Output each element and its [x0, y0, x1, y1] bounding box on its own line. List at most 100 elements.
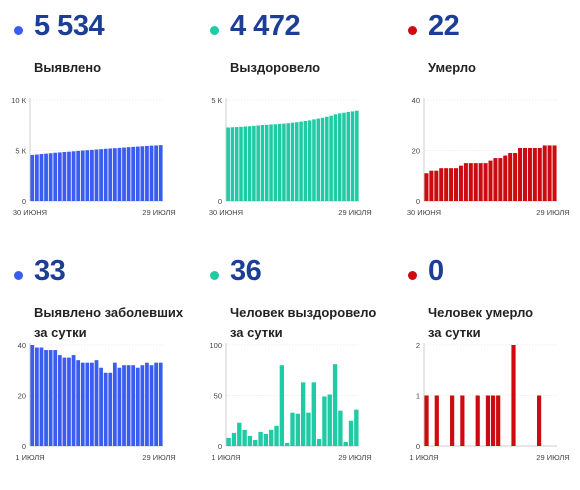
bar — [112, 148, 117, 201]
bar — [256, 125, 260, 201]
bar — [300, 382, 306, 446]
bar — [131, 146, 136, 201]
bar — [346, 111, 351, 201]
bar — [99, 149, 103, 201]
bar — [90, 149, 94, 201]
bar — [85, 150, 90, 201]
bar — [35, 154, 39, 201]
series-dot-icon — [14, 271, 23, 280]
bar — [39, 154, 44, 201]
bar — [145, 145, 149, 201]
bar — [53, 350, 58, 446]
panel-detected-daily: 33 Выявлено заболевших за сутки 40 20 0 1 И… — [0, 245, 193, 490]
bar — [348, 420, 354, 446]
bar — [53, 152, 58, 201]
big-number: 0 — [428, 255, 444, 287]
bar — [94, 149, 99, 201]
bar — [76, 360, 81, 446]
bar — [527, 147, 532, 201]
bar — [30, 154, 35, 201]
bar — [329, 115, 333, 201]
bar — [458, 165, 463, 201]
metric-label-line: за сутки — [230, 325, 283, 340]
big-number: 4 472 — [230, 10, 301, 42]
bar — [247, 435, 253, 446]
x-tick-label: 29 ИЮЛЯ — [338, 208, 371, 217]
bar — [117, 147, 122, 201]
bar — [547, 145, 552, 201]
bar — [332, 364, 338, 446]
bar — [429, 170, 434, 201]
bar — [454, 168, 459, 201]
y-tick-label: 0 — [416, 442, 420, 451]
metric-label: Умерло — [428, 58, 580, 78]
bar — [140, 146, 145, 201]
bar — [85, 362, 90, 446]
series-dot-icon — [210, 271, 219, 280]
bar — [140, 365, 145, 446]
bar — [103, 372, 108, 446]
y-tick-label: 0 — [218, 442, 222, 451]
bar — [311, 382, 316, 446]
bar — [468, 163, 473, 202]
bar — [253, 439, 258, 446]
bar — [316, 438, 322, 446]
bar — [117, 367, 122, 446]
bar — [537, 147, 542, 201]
bar — [493, 158, 498, 201]
bar — [320, 117, 325, 201]
bar — [325, 116, 329, 201]
bar — [263, 433, 269, 446]
bar — [94, 360, 99, 446]
bar — [475, 395, 480, 446]
panel-detected-total: 5 534 Выявлено 10 К 5 К 0 30 ИЮНЯ 29 ИЮЛЯ — [0, 0, 193, 245]
big-number: 5 534 — [34, 10, 105, 42]
x-tick-label: 30 ИЮНЯ — [209, 208, 243, 217]
bar — [274, 425, 279, 446]
metric-label: Человек умерло за сутки — [428, 303, 580, 343]
x-tick-label: 29 ИЮЛЯ — [536, 208, 569, 217]
x-tick-label: 1 ИЮЛЯ — [409, 453, 438, 462]
big-number: 22 — [428, 10, 460, 42]
bar — [237, 422, 242, 446]
panel-recovered-total: 4 472 Выздоровело 5 К 0 30 ИЮНЯ 29 ИЮЛЯ — [196, 0, 389, 245]
bar — [483, 163, 488, 202]
bar — [282, 123, 286, 201]
panel-recovered-daily: 36 Человек выздоровело за сутки 100 50 0 1 … — [196, 245, 389, 490]
metric-label: Выявлено заболевших за сутки — [34, 303, 194, 343]
metric-label: Выздоровело — [230, 58, 390, 78]
bar — [337, 113, 342, 201]
x-tick-label: 1 ИЮЛЯ — [15, 453, 44, 462]
panel-deaths-daily: 0 Человек умерло за сутки 2 1 0 1 ИЮЛЯ 29 ИЮ… — [394, 245, 580, 490]
bar — [286, 123, 290, 201]
x-tick-label: 30 ИЮНЯ — [13, 208, 47, 217]
bar — [532, 147, 537, 201]
bar — [295, 413, 300, 446]
bar — [290, 412, 295, 446]
panel-deaths-total: 22 Умерло 40 20 0 30 ИЮНЯ 29 ИЮЛЯ — [394, 0, 580, 245]
bar — [265, 124, 269, 201]
bar — [355, 110, 359, 201]
bar — [149, 365, 154, 446]
bar — [343, 441, 348, 446]
bar — [513, 153, 518, 201]
bar — [449, 168, 454, 201]
bar — [80, 362, 85, 446]
bar — [108, 372, 113, 446]
bar-chart: 100 50 0 1 ИЮЛЯ 29 ИЮЛЯ — [209, 341, 371, 462]
bar — [450, 395, 455, 446]
metric-label-line: Выявлено заболевших — [34, 305, 184, 320]
bar — [234, 127, 239, 201]
bar — [460, 395, 465, 446]
bar — [247, 126, 252, 201]
bar-chart: 2 1 0 1 ИЮЛЯ 29 ИЮЛЯ — [409, 341, 569, 462]
bar — [333, 114, 338, 201]
bar — [303, 121, 308, 201]
bar — [260, 125, 265, 201]
bar — [508, 153, 513, 201]
bar — [62, 357, 67, 447]
bar — [299, 121, 303, 201]
bar — [312, 119, 316, 201]
bar — [90, 362, 94, 446]
y-tick-label: 10 К — [11, 96, 26, 105]
